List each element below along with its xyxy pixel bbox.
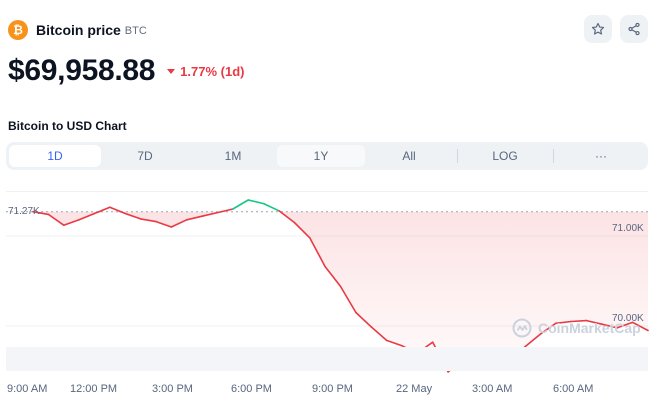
price-line-segment — [247, 199, 265, 205]
watchlist-star-button[interactable] — [584, 15, 612, 43]
price-line-segment — [62, 219, 80, 226]
price-line-segment — [631, 321, 649, 332]
price-line-segment — [78, 212, 96, 221]
price-line-segment — [262, 202, 280, 212]
bitcoin-logo-icon: ₿ — [8, 20, 28, 40]
price-line-segment — [232, 199, 250, 210]
x-tick-label: 22 May — [396, 383, 433, 395]
caret-down-icon — [167, 68, 176, 74]
x-tick-label: 3:00 PM — [152, 383, 193, 395]
tab-log[interactable]: LOG — [492, 149, 518, 163]
price-line-segment — [293, 221, 311, 239]
price-line-segment — [370, 326, 388, 342]
price-line-segment — [585, 319, 603, 326]
volume-strip — [6, 347, 648, 371]
tab-1d[interactable]: 1D — [9, 145, 101, 167]
tab-all[interactable]: All — [402, 149, 416, 163]
price-line-segment — [32, 210, 50, 216]
y-tick-label: 70.00K — [612, 313, 644, 324]
coin-name: Bitcoin price — [36, 22, 121, 38]
star-icon — [591, 22, 605, 35]
x-tick-label: 9:00 AM — [7, 383, 48, 395]
price-line-segment — [554, 320, 572, 325]
current-price: $69,958.88 — [8, 54, 156, 87]
chart-range-tabs: 1D 7D 1M 1Y All LOG ··· — [6, 142, 648, 170]
reference-price-label: 71.27K — [8, 205, 40, 217]
price-line-segment — [570, 319, 588, 323]
price-line-segment — [355, 311, 373, 328]
price-change-value: 1.77% (1d) — [180, 63, 245, 79]
x-tick-label: 6:00 AM — [553, 383, 594, 395]
price-line-segment — [601, 323, 619, 329]
x-tick-label: 9:00 PM — [312, 383, 353, 395]
coinmarketcap-watermark: CoinMarketCap — [512, 318, 641, 338]
tab-1m[interactable]: 1M — [224, 149, 242, 163]
price-line-segment — [278, 210, 296, 224]
price-line-segment — [524, 333, 542, 348]
x-tick-label: 12:00 PM — [70, 383, 118, 395]
share-icon — [628, 22, 640, 36]
coin-symbol: BTC — [124, 25, 147, 37]
price-line-segment — [324, 265, 342, 288]
price-line-segment — [109, 206, 127, 215]
price-line-segment — [539, 322, 557, 335]
price-line-segment — [155, 220, 173, 228]
y-tick-label: 71.00K — [612, 223, 644, 234]
price-line-segment — [201, 211, 219, 217]
price-row: $69,958.88 1.77% (1d) — [8, 54, 244, 88]
chart-area[interactable] — [6, 191, 648, 371]
price-line-segment — [308, 237, 326, 268]
tab-1y[interactable]: 1Y — [277, 145, 365, 167]
price-area-fill — [33, 211, 648, 372]
price-line-segment — [124, 212, 142, 220]
price-line-segment — [616, 321, 634, 329]
price-line-segment — [385, 339, 403, 347]
price-line-segment — [185, 215, 203, 221]
price-line-segment — [339, 285, 357, 314]
tab-divider — [553, 149, 554, 163]
coinmarketcap-logo-icon — [512, 318, 532, 338]
price-line-segment — [47, 213, 65, 226]
more-options-button[interactable]: ··· — [595, 149, 607, 163]
price-line-segment — [170, 219, 188, 228]
x-tick-label: 3:00 AM — [472, 383, 513, 395]
x-tick-label: 6:00 PM — [231, 383, 272, 395]
share-button[interactable] — [620, 15, 648, 43]
watermark-text: CoinMarketCap — [538, 320, 641, 336]
chart-title: Bitcoin to USD Chart — [8, 119, 127, 133]
tab-7d[interactable]: 7D — [137, 149, 153, 163]
tab-divider — [457, 149, 458, 163]
price-line-segment — [139, 218, 157, 223]
coin-header: ₿ Bitcoin price BTC — [8, 18, 147, 42]
price-line-segment — [93, 206, 111, 215]
price-line-segment — [216, 208, 234, 214]
price-change-badge: 1.77% (1d) — [167, 64, 244, 79]
